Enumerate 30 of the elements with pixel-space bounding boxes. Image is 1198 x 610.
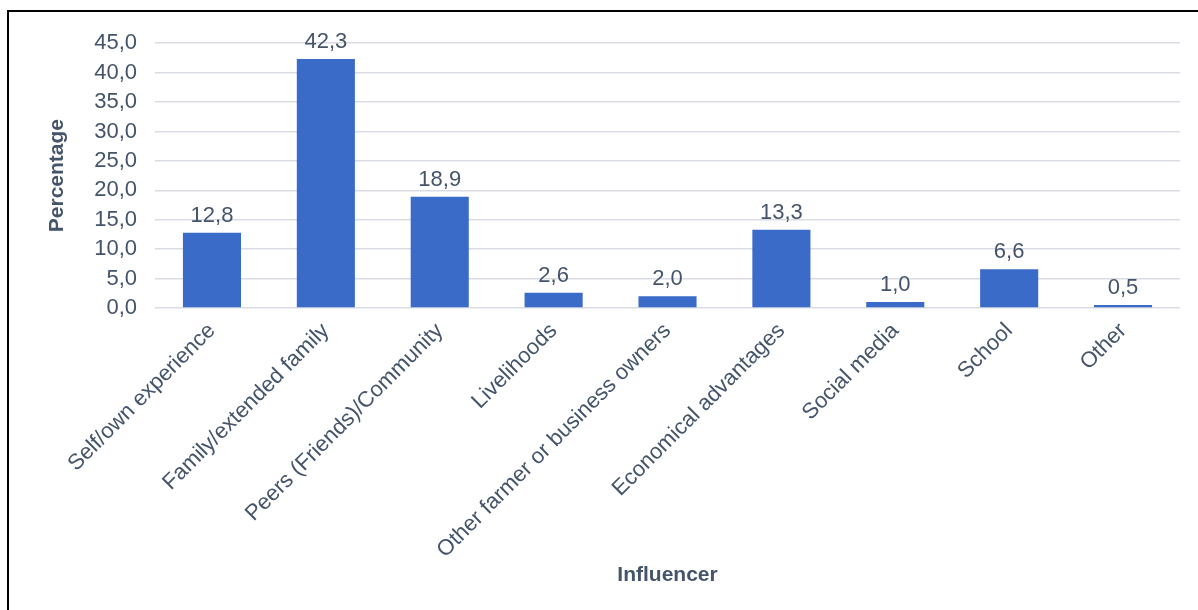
data-label: 42,3 [304,28,348,54]
data-label: 2,6 [538,261,569,287]
bar [1094,305,1153,308]
bar [410,196,469,308]
data-label: 0,5 [1107,274,1139,300]
y-tick-label: 0,0 [106,294,138,320]
y-tick-label: 15,0 [94,205,138,231]
y-tick-label: 5,0 [106,264,138,290]
bar [638,296,697,308]
y-tick-label: 20,0 [94,176,138,202]
y-tick-label: 25,0 [94,146,138,172]
bar [866,302,925,308]
bar [296,59,355,308]
bar [980,269,1039,308]
x-axis-title: Influencer [617,562,718,586]
y-tick-label: 40,0 [94,58,138,84]
data-label: 2,0 [652,265,683,291]
y-tick-label: 35,0 [94,88,138,114]
y-tick-label: 30,0 [94,117,138,143]
y-tick-label: 10,0 [94,235,138,261]
data-label: 12,8 [190,201,234,227]
data-label: 13,3 [759,198,803,224]
data-label: 18,9 [418,165,462,191]
y-axis-title: Percentage [44,118,68,233]
bar [182,232,241,308]
data-label: 6,6 [993,238,1025,264]
y-tick-label: 45,0 [94,29,138,55]
bar [524,292,583,308]
data-label: 1,0 [879,271,911,297]
bar [752,229,811,308]
